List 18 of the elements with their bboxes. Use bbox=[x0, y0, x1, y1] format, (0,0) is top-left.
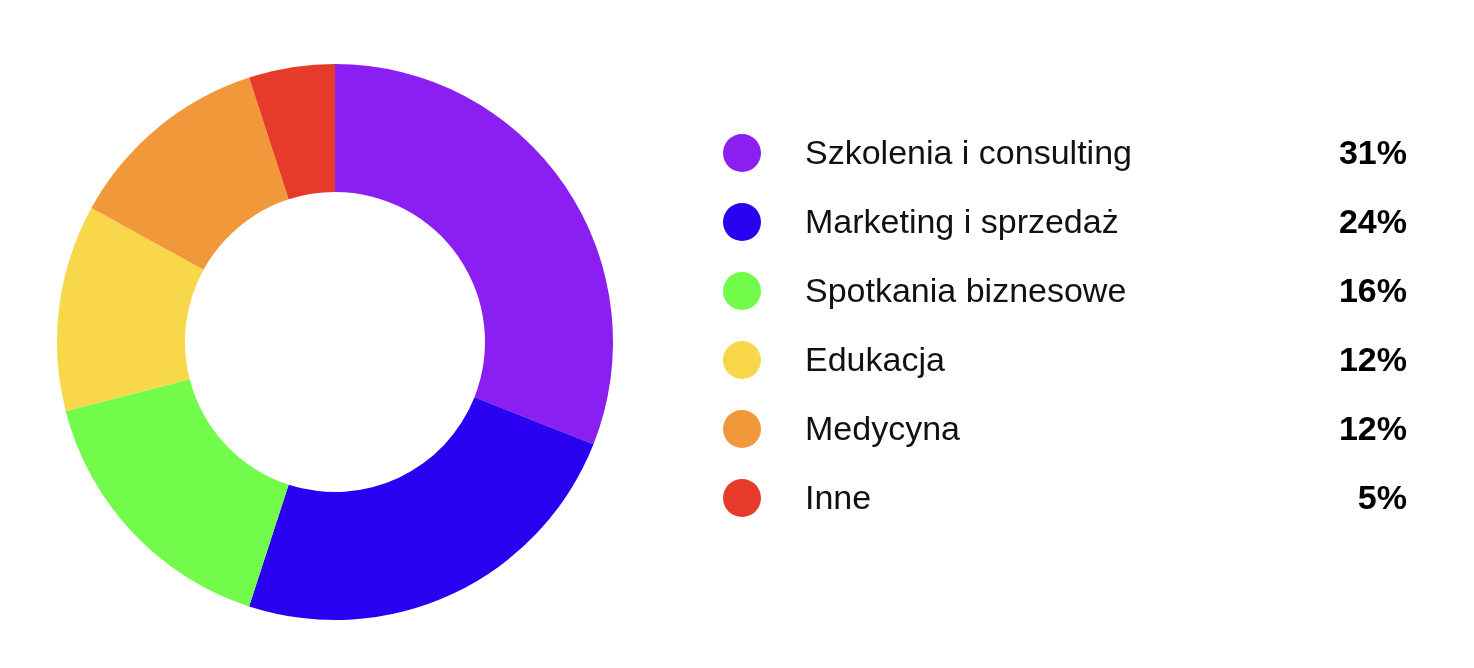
legend-label: Edukacja bbox=[805, 340, 946, 379]
donut-slice bbox=[65, 379, 289, 607]
legend-label: Medycyna bbox=[805, 409, 961, 448]
donut-slice bbox=[57, 208, 204, 412]
data-label: 24% bbox=[1338, 202, 1407, 241]
data-label: 31% bbox=[1338, 133, 1407, 172]
data-label: 5% bbox=[1357, 478, 1407, 517]
legend-label: Szkolenia i consulting bbox=[805, 133, 1133, 172]
legend-label: Marketing i sprzedaż bbox=[805, 202, 1120, 241]
donut-slice bbox=[335, 64, 613, 445]
data-label: 12% bbox=[1338, 340, 1407, 379]
legend-label: Spotkania biznesowe bbox=[805, 271, 1128, 310]
data-label: 16% bbox=[1338, 271, 1407, 310]
data-label: 12% bbox=[1338, 409, 1407, 448]
donut-slice bbox=[249, 397, 594, 620]
donut-slice bbox=[91, 77, 289, 270]
donut-slice bbox=[249, 64, 335, 200]
legend-label: Inne bbox=[805, 478, 873, 517]
